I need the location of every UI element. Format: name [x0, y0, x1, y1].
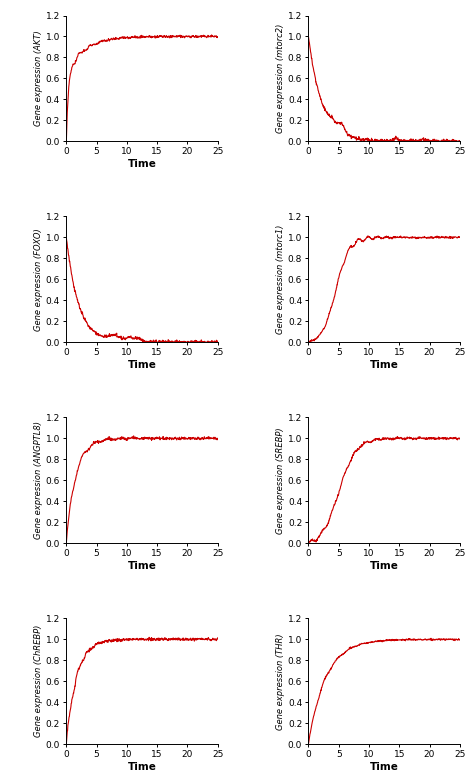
Y-axis label: Gene expression (ANGPTL8): Gene expression (ANGPTL8): [34, 422, 43, 539]
X-axis label: Time: Time: [128, 159, 156, 169]
X-axis label: Time: Time: [370, 360, 399, 370]
Y-axis label: Gene expression (THR): Gene expression (THR): [276, 633, 285, 729]
Y-axis label: Gene expression (mtorc1): Gene expression (mtorc1): [276, 225, 285, 334]
X-axis label: Time: Time: [370, 561, 399, 571]
Y-axis label: Gene expression (mtorc2): Gene expression (mtorc2): [276, 23, 285, 133]
X-axis label: Time: Time: [128, 762, 156, 772]
X-axis label: Time: Time: [128, 561, 156, 571]
Y-axis label: Gene expression (FOXO): Gene expression (FOXO): [34, 228, 43, 331]
Y-axis label: Gene expression (AKT): Gene expression (AKT): [34, 30, 43, 126]
Y-axis label: Gene expression (SREBP): Gene expression (SREBP): [276, 427, 285, 533]
X-axis label: Time: Time: [128, 360, 156, 370]
X-axis label: Time: Time: [370, 762, 399, 772]
Y-axis label: Gene expression (ChREBP): Gene expression (ChREBP): [34, 625, 43, 737]
